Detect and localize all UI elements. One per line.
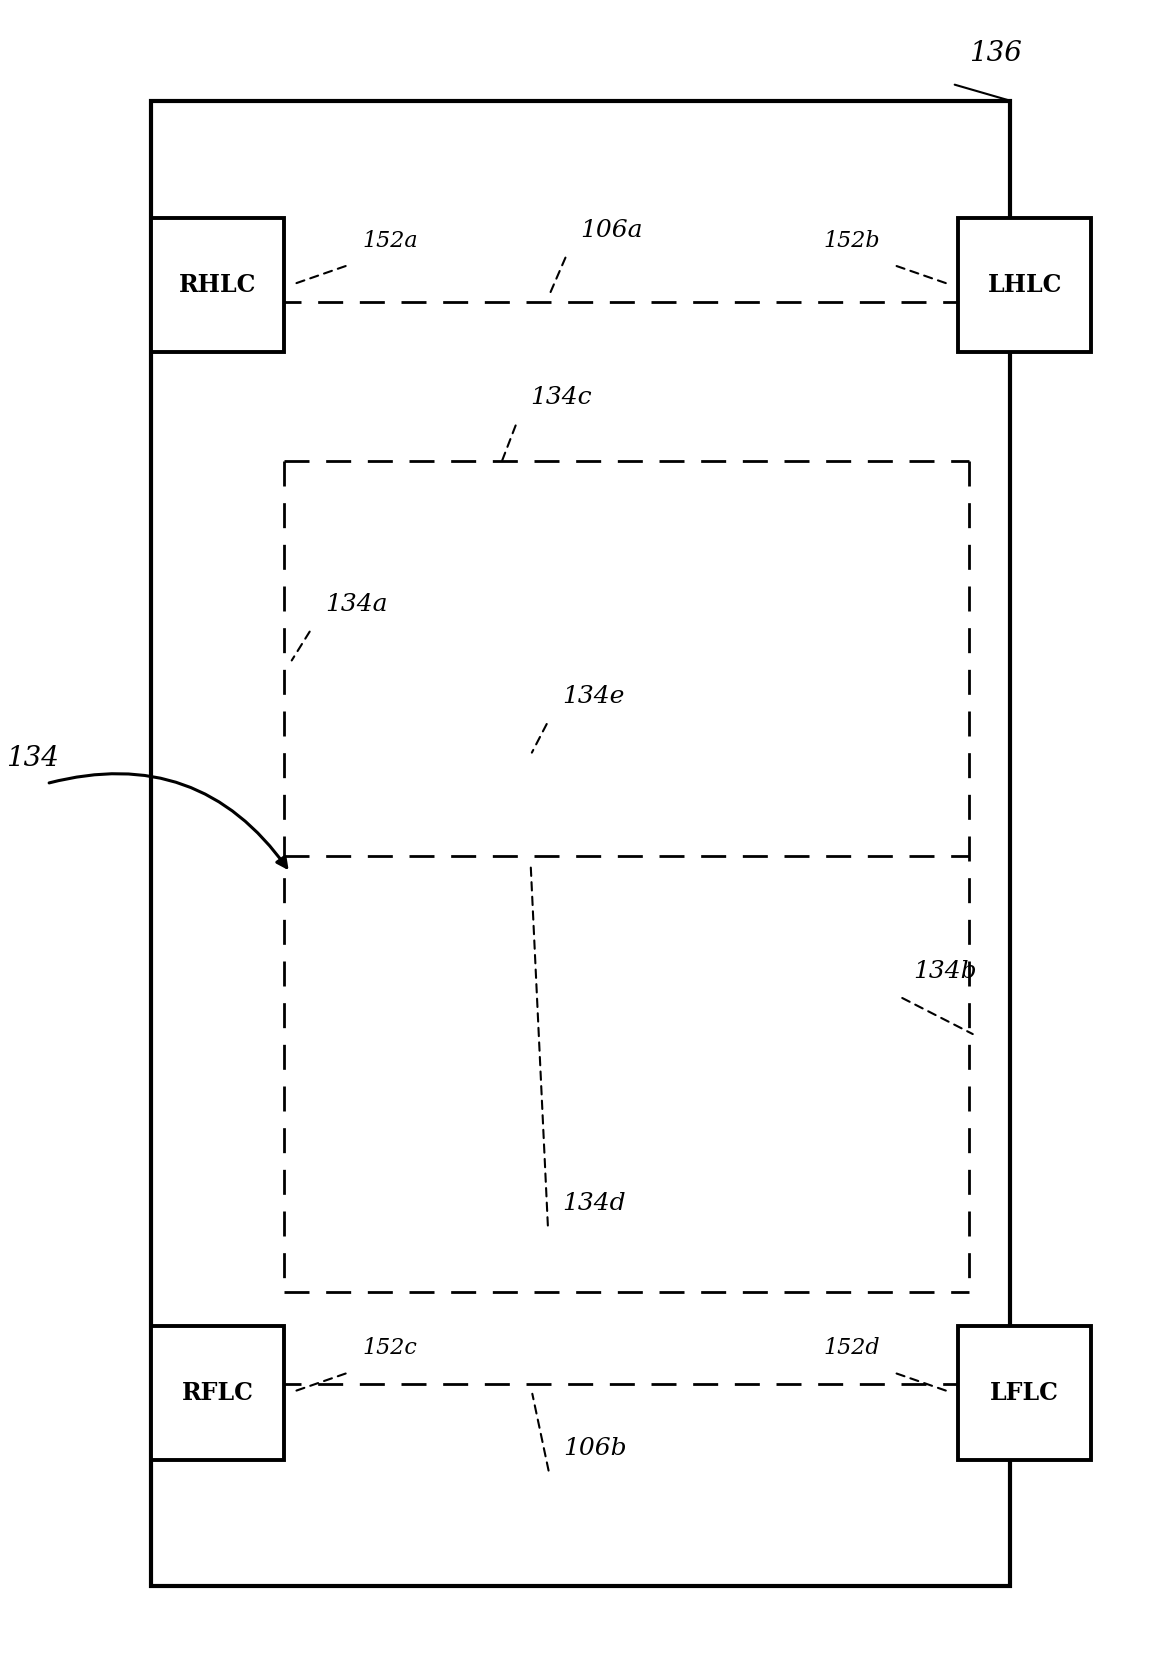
Text: 134d: 134d	[562, 1191, 626, 1215]
Text: LHLC: LHLC	[987, 274, 1062, 297]
Text: RFLC: RFLC	[182, 1381, 253, 1404]
Text: 152b: 152b	[823, 230, 880, 252]
Text: 134c: 134c	[531, 386, 592, 409]
Bar	[958, 1326, 1091, 1460]
Bar	[151, 218, 284, 352]
Text: RHLC: RHLC	[179, 274, 257, 297]
Text: 134e: 134e	[562, 685, 625, 708]
Bar	[958, 218, 1091, 352]
Text: 136: 136	[969, 40, 1023, 67]
Text: 134a: 134a	[325, 592, 388, 616]
Bar	[151, 1326, 284, 1460]
Text: 106a: 106a	[580, 218, 643, 242]
Text: 152c: 152c	[362, 1337, 417, 1359]
Text: LFLC: LFLC	[990, 1381, 1059, 1404]
Text: 134: 134	[6, 745, 59, 772]
Text: 106b: 106b	[563, 1436, 627, 1460]
Text: 152d: 152d	[823, 1337, 880, 1359]
Text: 152a: 152a	[362, 230, 418, 252]
Text: 134b: 134b	[914, 960, 978, 983]
Bar	[151, 101, 1010, 1586]
